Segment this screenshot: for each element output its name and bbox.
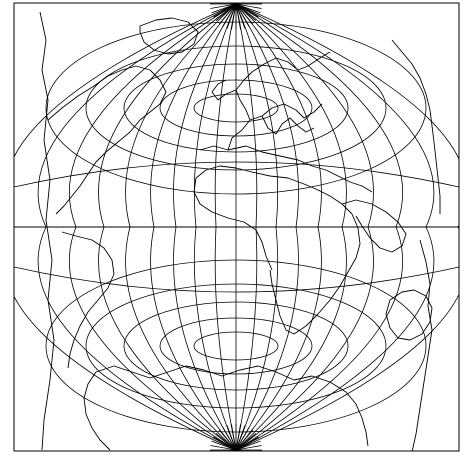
north-pole-ray <box>215 3 237 22</box>
north-pole-ray <box>218 3 237 25</box>
coastline-africa-south <box>269 213 361 335</box>
coastline-antarctica <box>83 365 369 451</box>
south-pole-ray <box>235 449 239 451</box>
north-pole-ray <box>210 3 237 9</box>
south-pole-ray <box>235 449 237 451</box>
north-pole-ray <box>222 3 237 27</box>
north-pole-ray <box>211 3 237 14</box>
coastlines <box>39 11 441 451</box>
coastline-north-america <box>47 65 167 215</box>
south-pole-ray <box>235 440 261 451</box>
map-frame <box>13 2 460 452</box>
south-pole-ray <box>235 449 237 451</box>
south-pole-ray <box>233 449 237 451</box>
coastline-south-america <box>61 231 115 369</box>
south-pole-ray <box>235 425 246 451</box>
north-pole-ray <box>235 3 254 25</box>
south-pole-ray <box>235 424 241 451</box>
parallel-north <box>123 63 349 153</box>
south-pole-ray <box>235 449 237 451</box>
north-pole-ray <box>226 3 237 29</box>
lobe-boundary-south <box>14 266 459 293</box>
south-pole-ray <box>211 440 237 451</box>
north-pole-ray <box>231 3 237 30</box>
south-pole-ray <box>235 429 254 451</box>
south-pole-ray <box>235 449 237 451</box>
south-pole-ray <box>210 445 237 451</box>
north-pole-ray <box>235 3 250 27</box>
parallel-south <box>85 283 387 409</box>
south-pole-ray <box>226 425 237 451</box>
south-pole-ray <box>235 432 257 451</box>
coastline-europe <box>199 51 373 193</box>
south-pole-ray <box>231 424 237 451</box>
south-pole-ray <box>218 429 237 451</box>
parallel-north <box>159 79 313 137</box>
south-pole-ray <box>213 436 237 451</box>
parallel-south <box>193 331 279 361</box>
parallel-south <box>159 317 313 375</box>
coastline-west-edge <box>39 11 55 451</box>
coastline-asia-east <box>391 39 441 214</box>
parallel-north <box>85 45 387 171</box>
north-pole-ray <box>235 3 257 22</box>
coastline-arabia <box>341 199 407 253</box>
north-pole-ray <box>235 3 241 30</box>
south-pole-ray <box>235 427 250 451</box>
south-pole-ray <box>215 432 237 451</box>
north-pole-ray <box>235 3 259 18</box>
coastline-australia <box>385 289 433 341</box>
lobe-boundary-north <box>14 161 459 188</box>
south-pole-ray <box>222 427 237 451</box>
graticule <box>14 3 459 451</box>
parallel-south <box>45 259 427 433</box>
coastline-greenland <box>139 17 199 55</box>
parallel-north <box>193 93 279 123</box>
coastline-africa-north <box>193 165 353 271</box>
south-pole-ray <box>234 449 237 451</box>
north-pole-ray <box>235 3 261 14</box>
parallel-south <box>123 301 349 391</box>
south-pole-ray <box>235 445 262 451</box>
south-pole-ray <box>235 449 238 451</box>
south-pole-ray <box>234 449 237 451</box>
north-pole-ray <box>235 3 246 29</box>
south-pole-ray <box>235 449 238 451</box>
north-pole-ray <box>213 3 237 18</box>
coastline-east-edge <box>411 239 433 451</box>
south-pole-ray <box>234 449 237 451</box>
parallel-north <box>45 21 427 195</box>
north-pole-ray <box>235 3 262 9</box>
south-pole-ray <box>235 449 238 451</box>
south-pole-ray <box>235 436 259 451</box>
